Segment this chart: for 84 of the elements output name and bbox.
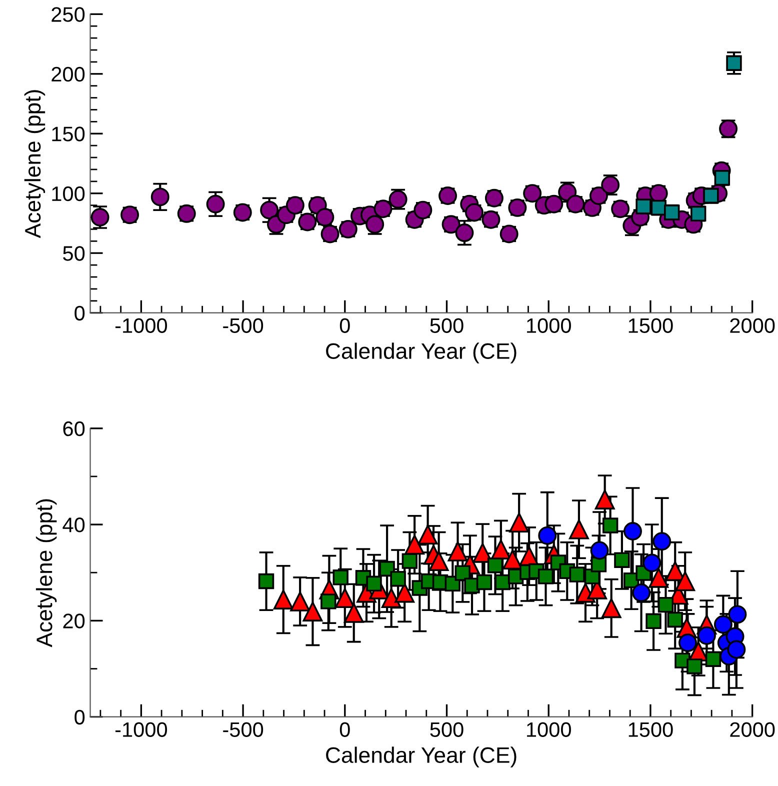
point <box>726 55 742 71</box>
x-tick-label: 0 <box>340 318 350 333</box>
point <box>594 490 615 510</box>
y-axis-title: Acetylene (ppt) <box>24 90 46 238</box>
point <box>390 571 406 587</box>
point <box>258 573 274 590</box>
point <box>667 612 683 628</box>
point <box>646 613 662 630</box>
y-tick-label: 250 <box>52 7 85 22</box>
x-tick-label: 500 <box>430 722 464 737</box>
y-tick-label: 50 <box>63 246 85 261</box>
point <box>90 208 110 226</box>
point <box>714 615 732 634</box>
point <box>381 588 402 608</box>
point <box>727 640 746 659</box>
point <box>697 626 716 645</box>
point <box>544 194 564 214</box>
x-axis-title: Calendar Year (CE) <box>326 342 516 364</box>
point <box>590 556 607 572</box>
x-tick-label: -500 <box>223 318 264 333</box>
point <box>538 568 554 584</box>
point <box>366 576 382 592</box>
point <box>455 224 474 242</box>
point <box>206 194 225 214</box>
y-tick-label: 40 <box>62 518 85 532</box>
point <box>569 566 585 582</box>
y-tick-label: 60 <box>63 421 85 436</box>
point <box>686 658 702 674</box>
x-tick-label: -500 <box>223 722 264 737</box>
point <box>602 518 618 534</box>
point <box>394 582 415 603</box>
y-axis-title: Acetylene (ppt) <box>36 499 57 648</box>
point <box>290 592 310 612</box>
x-tick-label: 1500 <box>628 722 673 737</box>
x-tick-label: 0 <box>340 722 350 737</box>
point <box>590 541 609 560</box>
x-tick-label: 2000 <box>730 722 775 737</box>
point <box>675 571 696 592</box>
point <box>728 605 747 624</box>
y-tick-label: 150 <box>52 126 85 142</box>
point <box>538 526 557 545</box>
point <box>714 170 730 186</box>
point <box>260 200 279 220</box>
point <box>509 512 530 533</box>
point <box>402 553 418 569</box>
x-tick-label: 1000 <box>527 318 571 333</box>
point <box>569 519 589 540</box>
point <box>150 188 170 206</box>
y-tick-label: 20 <box>63 614 85 628</box>
x-tick-label: 2000 <box>730 318 775 333</box>
point <box>302 602 323 622</box>
point <box>624 522 642 540</box>
point <box>642 554 662 572</box>
y-tick-label: 0 <box>74 306 85 321</box>
x-tick-label: 1500 <box>628 318 673 333</box>
y-tick-label: 100 <box>52 186 85 202</box>
point <box>418 524 438 545</box>
point <box>494 574 510 590</box>
point <box>273 590 294 610</box>
point <box>487 558 504 574</box>
point <box>379 560 395 577</box>
point <box>664 204 680 220</box>
point <box>705 651 722 667</box>
point <box>320 594 336 610</box>
point <box>614 552 630 568</box>
y-tick-label: 0 <box>74 710 85 725</box>
y-tick-label: 200 <box>52 66 85 82</box>
point <box>366 215 384 234</box>
point <box>334 588 355 608</box>
x-axis-title: Calendar Year (CE) <box>326 746 516 768</box>
point <box>332 570 348 586</box>
point <box>454 565 470 581</box>
x-tick-label: 500 <box>430 318 464 333</box>
point <box>648 568 669 588</box>
point <box>658 596 674 613</box>
x-tick-label: -1000 <box>115 318 168 333</box>
point <box>589 186 608 205</box>
point <box>476 574 492 590</box>
point <box>678 634 697 652</box>
point <box>601 598 622 618</box>
point <box>344 603 364 623</box>
x-tick-label: 1000 <box>527 722 571 737</box>
point <box>652 532 672 551</box>
x-tick-label: -1000 <box>115 722 168 737</box>
